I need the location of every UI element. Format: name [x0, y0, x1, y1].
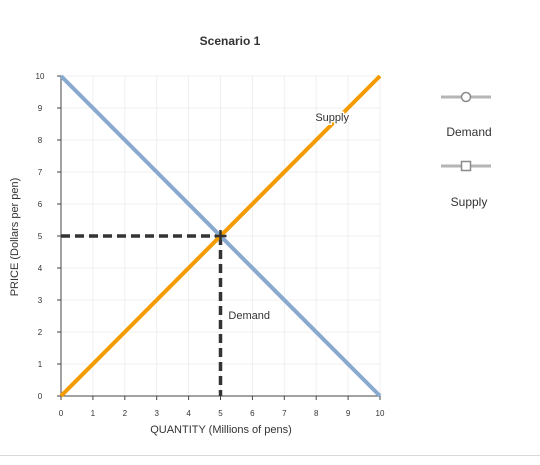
y-tick-label: 3	[38, 296, 43, 305]
legend-demand-label[interactable]: Demand	[446, 125, 492, 139]
legend-demand-swatch[interactable]	[441, 89, 491, 105]
square-marker-icon	[460, 160, 472, 172]
ticks: 0 1 2 3 4 5 6 7 8 9 10 0 1 2 3 4 5 6 7 8 9 10	[36, 72, 385, 418]
y-axis-label: PRICE (Dollars per pen)	[9, 178, 21, 297]
x-tick-label: 9	[346, 409, 351, 418]
supply-curve-label: Supply	[315, 112, 349, 124]
x-tick-label: 10	[376, 409, 385, 418]
y-tick-label: 2	[38, 328, 43, 337]
equilibrium-guides	[61, 234, 223, 396]
demand-curve-label: Demand	[228, 310, 270, 322]
x-tick-label: 8	[314, 409, 319, 418]
y-tick-label: 0	[38, 392, 43, 401]
circle-marker-icon	[460, 91, 472, 103]
x-tick-label: 3	[154, 409, 159, 418]
x-tick-label: 1	[91, 409, 96, 418]
y-tick-label: 7	[38, 168, 43, 177]
equilibrium-marker-group	[214, 230, 227, 242]
legend-supply-label[interactable]: Supply	[450, 195, 488, 209]
x-tick-label: 4	[186, 409, 191, 418]
y-tick-label: 8	[38, 136, 43, 145]
y-tick-label: 4	[38, 264, 43, 273]
x-tick-label: 5	[218, 409, 223, 418]
chart-title: Scenario 1	[200, 34, 261, 48]
y-tick-label: 6	[38, 200, 43, 209]
y-tick-label: 9	[38, 104, 43, 113]
legend-supply-swatch[interactable]	[441, 158, 491, 174]
x-tick-label: 0	[59, 409, 64, 418]
x-tick-label: 2	[123, 409, 128, 418]
y-tick-label: 1	[38, 360, 43, 369]
x-tick-label: 6	[250, 409, 255, 418]
x-tick-label: 7	[282, 409, 287, 418]
panel-border	[0, 455, 540, 456]
y-tick-label: 10	[36, 72, 45, 81]
chart: Scenario 1 0 1 2 3 4 5 6 7 8 9 10 0 1 2 3 4 5 6 7 8 9 10 Dema…	[9, 34, 385, 436]
x-axis-label: QUANTITY (Millions of pens)	[150, 424, 292, 436]
y-tick-label: 5	[38, 232, 43, 241]
